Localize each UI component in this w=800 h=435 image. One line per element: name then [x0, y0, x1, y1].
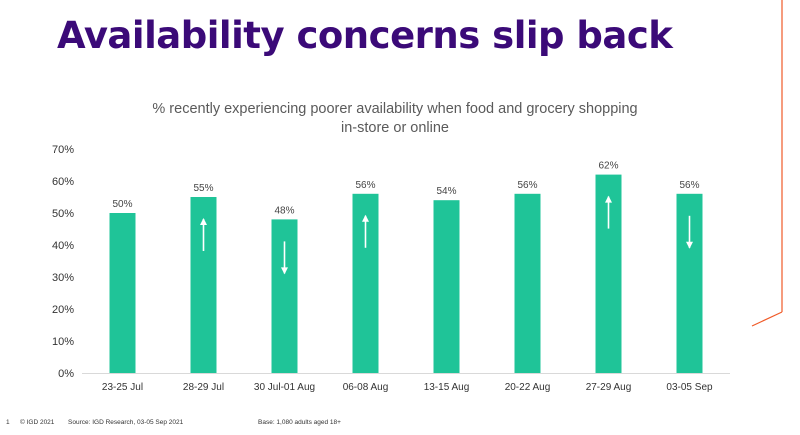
chart-title: % recently experiencing poorer availabil… [152, 101, 637, 136]
data-label: 54% [436, 186, 456, 197]
data-label: 62% [598, 161, 618, 172]
bar [433, 200, 460, 373]
base-text: Base: 1,080 adults aged 18+ [258, 419, 341, 426]
x-tick-label: 20-22 Aug [505, 382, 551, 393]
arrow-up-icon [200, 218, 207, 251]
data-label: 56% [679, 180, 699, 191]
data-label: 56% [355, 180, 375, 191]
arrow-up-icon [362, 214, 369, 248]
y-tick-label: 60% [52, 176, 74, 188]
y-tick-label: 70% [52, 144, 74, 156]
arrow-up-icon [605, 195, 612, 229]
slide-title: Availability concerns slip back [57, 14, 673, 57]
arrow-down-icon [281, 241, 288, 275]
arrow-down-icon [686, 215, 693, 249]
copyright-text: © IGD 2021 [20, 419, 55, 426]
chart-title-line: in-store or online [341, 120, 449, 136]
page-number: 1 [6, 419, 10, 426]
y-tick-label: 30% [52, 272, 74, 284]
bar [109, 213, 136, 373]
x-axis: 23-25 Jul 28-29 Jul 30 Jul-01 Aug 06-08 Aug… [82, 373, 730, 393]
data-label: 55% [193, 183, 213, 194]
y-axis: 0% 10% 20% 30% 40% 50% 60% 70% [52, 144, 74, 380]
x-tick-label: 27-29 Aug [586, 382, 632, 393]
decorative-accent-line-diagonal [751, 311, 783, 327]
data-label: 48% [274, 205, 294, 216]
x-tick-label: 13-15 Aug [424, 382, 470, 393]
y-tick-label: 50% [52, 208, 74, 220]
x-tick-label: 03-05 Sep [666, 382, 713, 393]
x-tick-label: 28-29 Jul [183, 382, 224, 393]
data-label: 50% [112, 199, 132, 210]
chart-title-line: % recently experiencing poorer availabil… [152, 101, 637, 117]
y-tick-label: 20% [52, 304, 74, 316]
source-text: Source: IGD Research, 03-05 Sep 2021 [68, 419, 184, 426]
bars: 50% 55% 48% 56% 54% 56% 62% 56% [109, 161, 703, 373]
x-tick-label: 23-25 Jul [102, 382, 143, 393]
data-label: 56% [517, 180, 537, 191]
x-tick-label: 06-08 Aug [343, 382, 389, 393]
y-tick-label: 10% [52, 336, 74, 348]
x-tick-label: 30 Jul-01 Aug [254, 382, 315, 393]
y-tick-label: 0% [58, 368, 74, 380]
y-tick-label: 40% [52, 240, 74, 252]
bar [514, 193, 541, 373]
